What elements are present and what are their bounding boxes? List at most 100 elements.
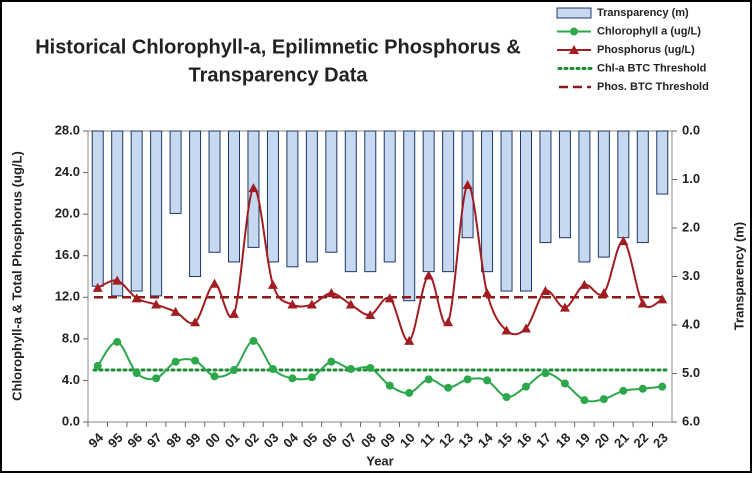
- point: [540, 286, 551, 296]
- point: [443, 317, 454, 327]
- point: [424, 375, 433, 384]
- bar: [266, 130, 279, 263]
- point: [423, 270, 434, 280]
- y-tick-label: 28.0: [55, 122, 80, 137]
- y2-tick-label: 0.0: [682, 122, 700, 137]
- y-tick-label: 12.0: [55, 289, 80, 304]
- legend-marker: [569, 45, 579, 54]
- y2-tick-label: 4.0: [682, 316, 700, 331]
- point: [152, 374, 161, 383]
- chart-title: Historical Chlorophyll-a, Epilimnetic Ph…: [35, 36, 521, 58]
- bar: [169, 130, 182, 214]
- legend-label: Transparency (m): [597, 7, 689, 19]
- point: [93, 361, 102, 370]
- point: [171, 357, 180, 366]
- legend-label: Phos. BTC Threshold: [597, 81, 709, 93]
- point: [113, 337, 122, 346]
- y-tick-label: 8.0: [62, 330, 80, 345]
- y2-tick-label: 6.0: [682, 413, 700, 428]
- y-tick-label: 20.0: [55, 206, 80, 221]
- point: [657, 294, 668, 304]
- point: [405, 388, 414, 397]
- point: [560, 379, 569, 388]
- point: [598, 288, 609, 298]
- point: [482, 288, 493, 298]
- bar: [403, 130, 416, 302]
- bar: [500, 130, 513, 292]
- bar: [208, 130, 221, 253]
- point: [580, 396, 589, 405]
- point: [151, 299, 162, 309]
- point: [658, 382, 667, 391]
- point: [209, 278, 220, 288]
- bar: [189, 130, 202, 277]
- point: [230, 366, 238, 375]
- point: [326, 288, 337, 298]
- point: [267, 279, 278, 289]
- point: [638, 384, 647, 393]
- point: [287, 299, 298, 309]
- point: [404, 335, 415, 345]
- bar: [383, 130, 396, 263]
- point: [248, 183, 259, 193]
- point: [579, 279, 590, 289]
- point: [131, 293, 142, 303]
- point: [619, 386, 628, 395]
- point: [327, 357, 336, 366]
- point: [559, 302, 570, 312]
- bar: [364, 130, 377, 273]
- y-axis-label: Chlorophyll-a & Total Phosphorus (ug/L): [9, 151, 24, 401]
- bar: [558, 130, 571, 239]
- legend-label: Chlorophyll a (ug/L): [597, 25, 701, 37]
- bar: [617, 130, 630, 239]
- point: [444, 383, 453, 392]
- point: [112, 275, 123, 285]
- bar: [91, 130, 104, 287]
- bar: [150, 130, 163, 297]
- bar: [344, 130, 357, 273]
- point: [190, 317, 201, 327]
- y2-tick-label: 3.0: [682, 268, 700, 283]
- point: [366, 363, 375, 372]
- point: [618, 236, 629, 246]
- bar: [539, 130, 552, 244]
- bar: [578, 130, 591, 263]
- bar: [325, 130, 338, 253]
- point: [483, 376, 492, 385]
- point: [191, 356, 200, 365]
- point: [521, 323, 531, 333]
- point: [599, 395, 608, 404]
- point: [229, 308, 239, 318]
- point: [268, 364, 277, 373]
- legend-marker: [570, 27, 578, 36]
- bar: [597, 130, 610, 258]
- y-tick-label: 4.0: [62, 372, 80, 387]
- point: [463, 375, 472, 384]
- x-axis-label: Year: [366, 453, 393, 468]
- bar: [481, 130, 494, 273]
- legend-label: Phosphorus (ug/L): [597, 44, 695, 56]
- y2-tick-label: 2.0: [682, 219, 700, 234]
- point: [132, 369, 141, 378]
- point: [637, 298, 648, 308]
- point: [92, 282, 103, 292]
- y-tick-label: 24.0: [55, 164, 80, 179]
- bar: [228, 130, 240, 263]
- bar: [636, 130, 649, 244]
- point: [541, 369, 550, 378]
- bar: [422, 130, 435, 273]
- point: [462, 180, 473, 190]
- point: [522, 382, 530, 391]
- point: [502, 393, 511, 402]
- bar: [111, 130, 124, 297]
- point: [384, 293, 395, 303]
- point: [307, 373, 316, 382]
- y2-axis-label: Transparency (m): [731, 222, 746, 330]
- bar: [656, 130, 669, 195]
- point: [345, 299, 356, 309]
- bar: [130, 130, 143, 292]
- legend-label: Chl-a BTC Threshold: [597, 62, 706, 74]
- y2-tick-label: 5.0: [682, 365, 700, 380]
- point: [385, 381, 394, 390]
